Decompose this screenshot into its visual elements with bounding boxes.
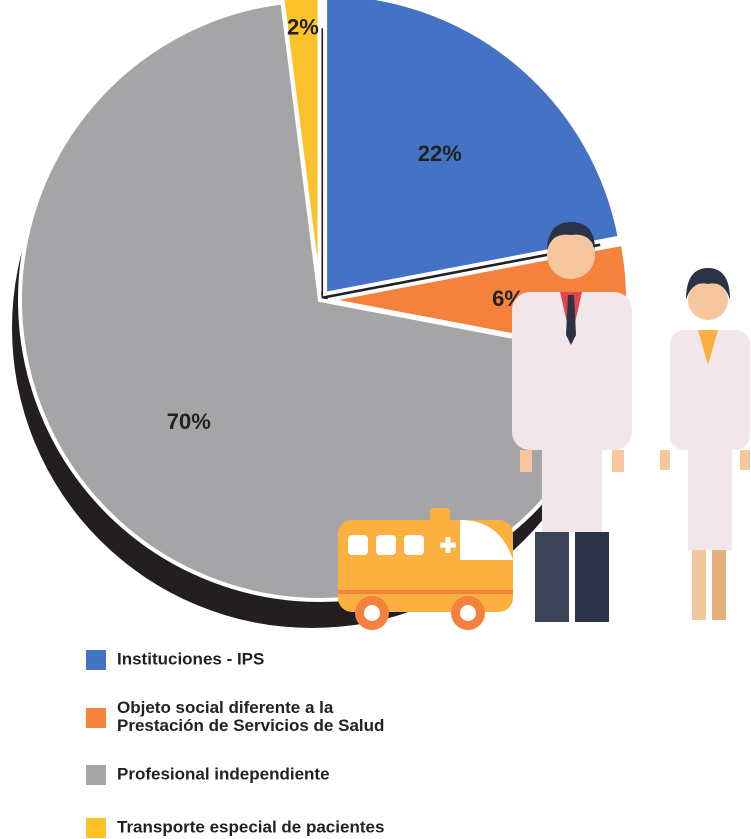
pie-slice (323, 0, 623, 297)
legend-label: Instituciones - IPS (117, 649, 264, 668)
pie: 22%6%70%2% (12, 0, 630, 628)
data-label: 22% (418, 141, 462, 166)
legend-label: Transporte especial de pacientes (117, 817, 384, 836)
legend: Instituciones - IPS Objeto social diferen… (86, 649, 384, 838)
pie-slice (280, 0, 322, 293)
legend-label: Profesional independiente (117, 764, 330, 783)
legend-swatch (86, 765, 106, 785)
legend-swatch (86, 818, 106, 838)
legend-swatch (86, 650, 106, 670)
data-label: 70% (167, 409, 211, 434)
legend-label: Objeto social diferente a la Prestación d… (117, 698, 384, 735)
data-label: 2% (287, 14, 319, 39)
pie-slice (18, 0, 618, 602)
illustration (338, 222, 750, 630)
legend-swatch (86, 708, 106, 728)
